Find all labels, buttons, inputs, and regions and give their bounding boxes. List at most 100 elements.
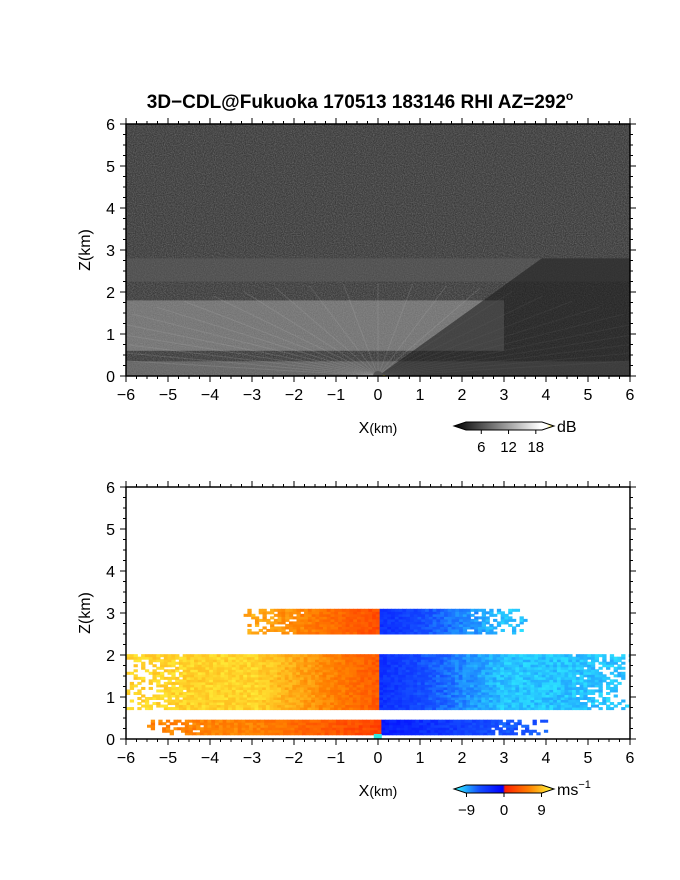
velocity-cell	[375, 691, 380, 695]
velocity-cell	[522, 654, 528, 658]
velocity-cell	[420, 699, 426, 703]
velocity-cell	[464, 724, 469, 728]
velocity-cell	[356, 654, 361, 658]
velocity-cell	[417, 608, 422, 612]
velocity-cell	[420, 697, 426, 701]
velocity-cell	[432, 623, 437, 627]
velocity-cell	[468, 732, 473, 736]
velocity-cell	[190, 674, 195, 678]
velocity-cell	[568, 679, 573, 683]
velocity-cell	[299, 671, 305, 675]
velocity-cell	[262, 676, 267, 680]
velocity-cell	[250, 702, 256, 706]
velocity-cell	[458, 702, 463, 706]
velocity-cell	[280, 686, 286, 690]
velocity-cell	[508, 611, 513, 615]
velocity-cell	[322, 659, 327, 663]
velocity-cell	[424, 661, 429, 665]
velocity-cell	[366, 722, 371, 726]
velocity-cell	[239, 656, 244, 660]
velocity-cell	[243, 679, 248, 683]
velocity-cell	[334, 626, 339, 630]
velocity-cell	[239, 669, 244, 673]
velocity-cell	[205, 691, 210, 695]
velocity-cell	[447, 659, 452, 663]
velocity-cell	[530, 654, 535, 658]
velocity-cell	[194, 704, 199, 708]
x-tick-label: 6	[626, 750, 635, 767]
velocity-cell	[171, 664, 176, 668]
velocity-cell	[460, 724, 466, 728]
velocity-cell	[522, 671, 528, 675]
velocity-cell	[129, 671, 135, 675]
velocity-cell	[462, 618, 468, 622]
velocity-cell	[436, 616, 441, 620]
velocity-cell	[178, 681, 184, 685]
velocity-cell	[226, 727, 231, 731]
velocity-cell	[568, 694, 573, 698]
velocity-cell	[375, 704, 380, 708]
velocity-cell	[598, 691, 603, 695]
velocity-cell	[530, 679, 535, 683]
velocity-cell	[549, 697, 554, 701]
velocity-cell	[190, 689, 195, 693]
velocity-cell	[496, 694, 501, 698]
velocity-cell	[228, 699, 233, 703]
velocity-cell	[556, 676, 562, 680]
x-tick-label: 1	[416, 387, 425, 404]
velocity-cell	[243, 671, 248, 675]
velocity-cell	[420, 691, 426, 695]
velocity-cell	[462, 686, 467, 690]
velocity-cell	[258, 704, 263, 708]
velocity-cell	[469, 689, 475, 693]
velocity-cell	[211, 732, 216, 736]
velocity-cell	[203, 732, 208, 736]
velocity-cell	[205, 694, 210, 698]
velocity-cell	[390, 684, 395, 688]
velocity-cell	[371, 681, 376, 685]
velocity-cell	[428, 702, 433, 706]
velocity-cell	[417, 621, 422, 625]
velocity-cell	[303, 702, 308, 706]
velocity-cell	[538, 691, 543, 695]
velocity-cell	[413, 676, 418, 680]
velocity-cell	[315, 704, 320, 708]
velocity-cell	[362, 732, 367, 736]
velocity-cell	[352, 679, 358, 683]
velocity-cell	[396, 727, 401, 731]
velocity-cell	[504, 669, 509, 673]
velocity-cell	[394, 618, 400, 622]
velocity-cell	[167, 686, 172, 690]
velocity-cell	[438, 724, 443, 728]
velocity-cell	[481, 626, 487, 630]
velocity-cell	[375, 686, 380, 690]
x-tick-label: 1	[416, 750, 425, 767]
velocity-cell	[470, 621, 475, 625]
velocity-cell	[341, 681, 346, 685]
velocity-cell	[432, 628, 437, 632]
velocity-cell	[273, 679, 278, 683]
velocity-cell	[273, 618, 279, 622]
velocity-cell	[430, 732, 435, 736]
velocity-cell	[304, 611, 309, 615]
velocity-cell	[394, 699, 399, 703]
velocity-cell	[356, 666, 361, 670]
velocity-cell	[367, 656, 373, 660]
velocity-cell	[606, 684, 611, 688]
velocity-cell	[549, 669, 554, 673]
velocity-cell	[575, 676, 581, 680]
velocity-cell	[481, 608, 487, 612]
velocity-cell	[296, 654, 301, 658]
velocity-cell	[349, 707, 354, 711]
velocity-cell	[286, 724, 292, 728]
velocity-cell	[226, 732, 231, 736]
velocity-cell	[515, 608, 521, 612]
velocity-cell	[326, 684, 331, 688]
velocity-cell	[235, 664, 240, 668]
velocity-cell	[583, 697, 588, 701]
velocity-cell	[292, 674, 297, 678]
velocity-cell	[152, 664, 157, 668]
velocity-cell	[300, 628, 305, 632]
velocity-cell	[334, 623, 339, 627]
velocity-cell	[440, 616, 445, 620]
